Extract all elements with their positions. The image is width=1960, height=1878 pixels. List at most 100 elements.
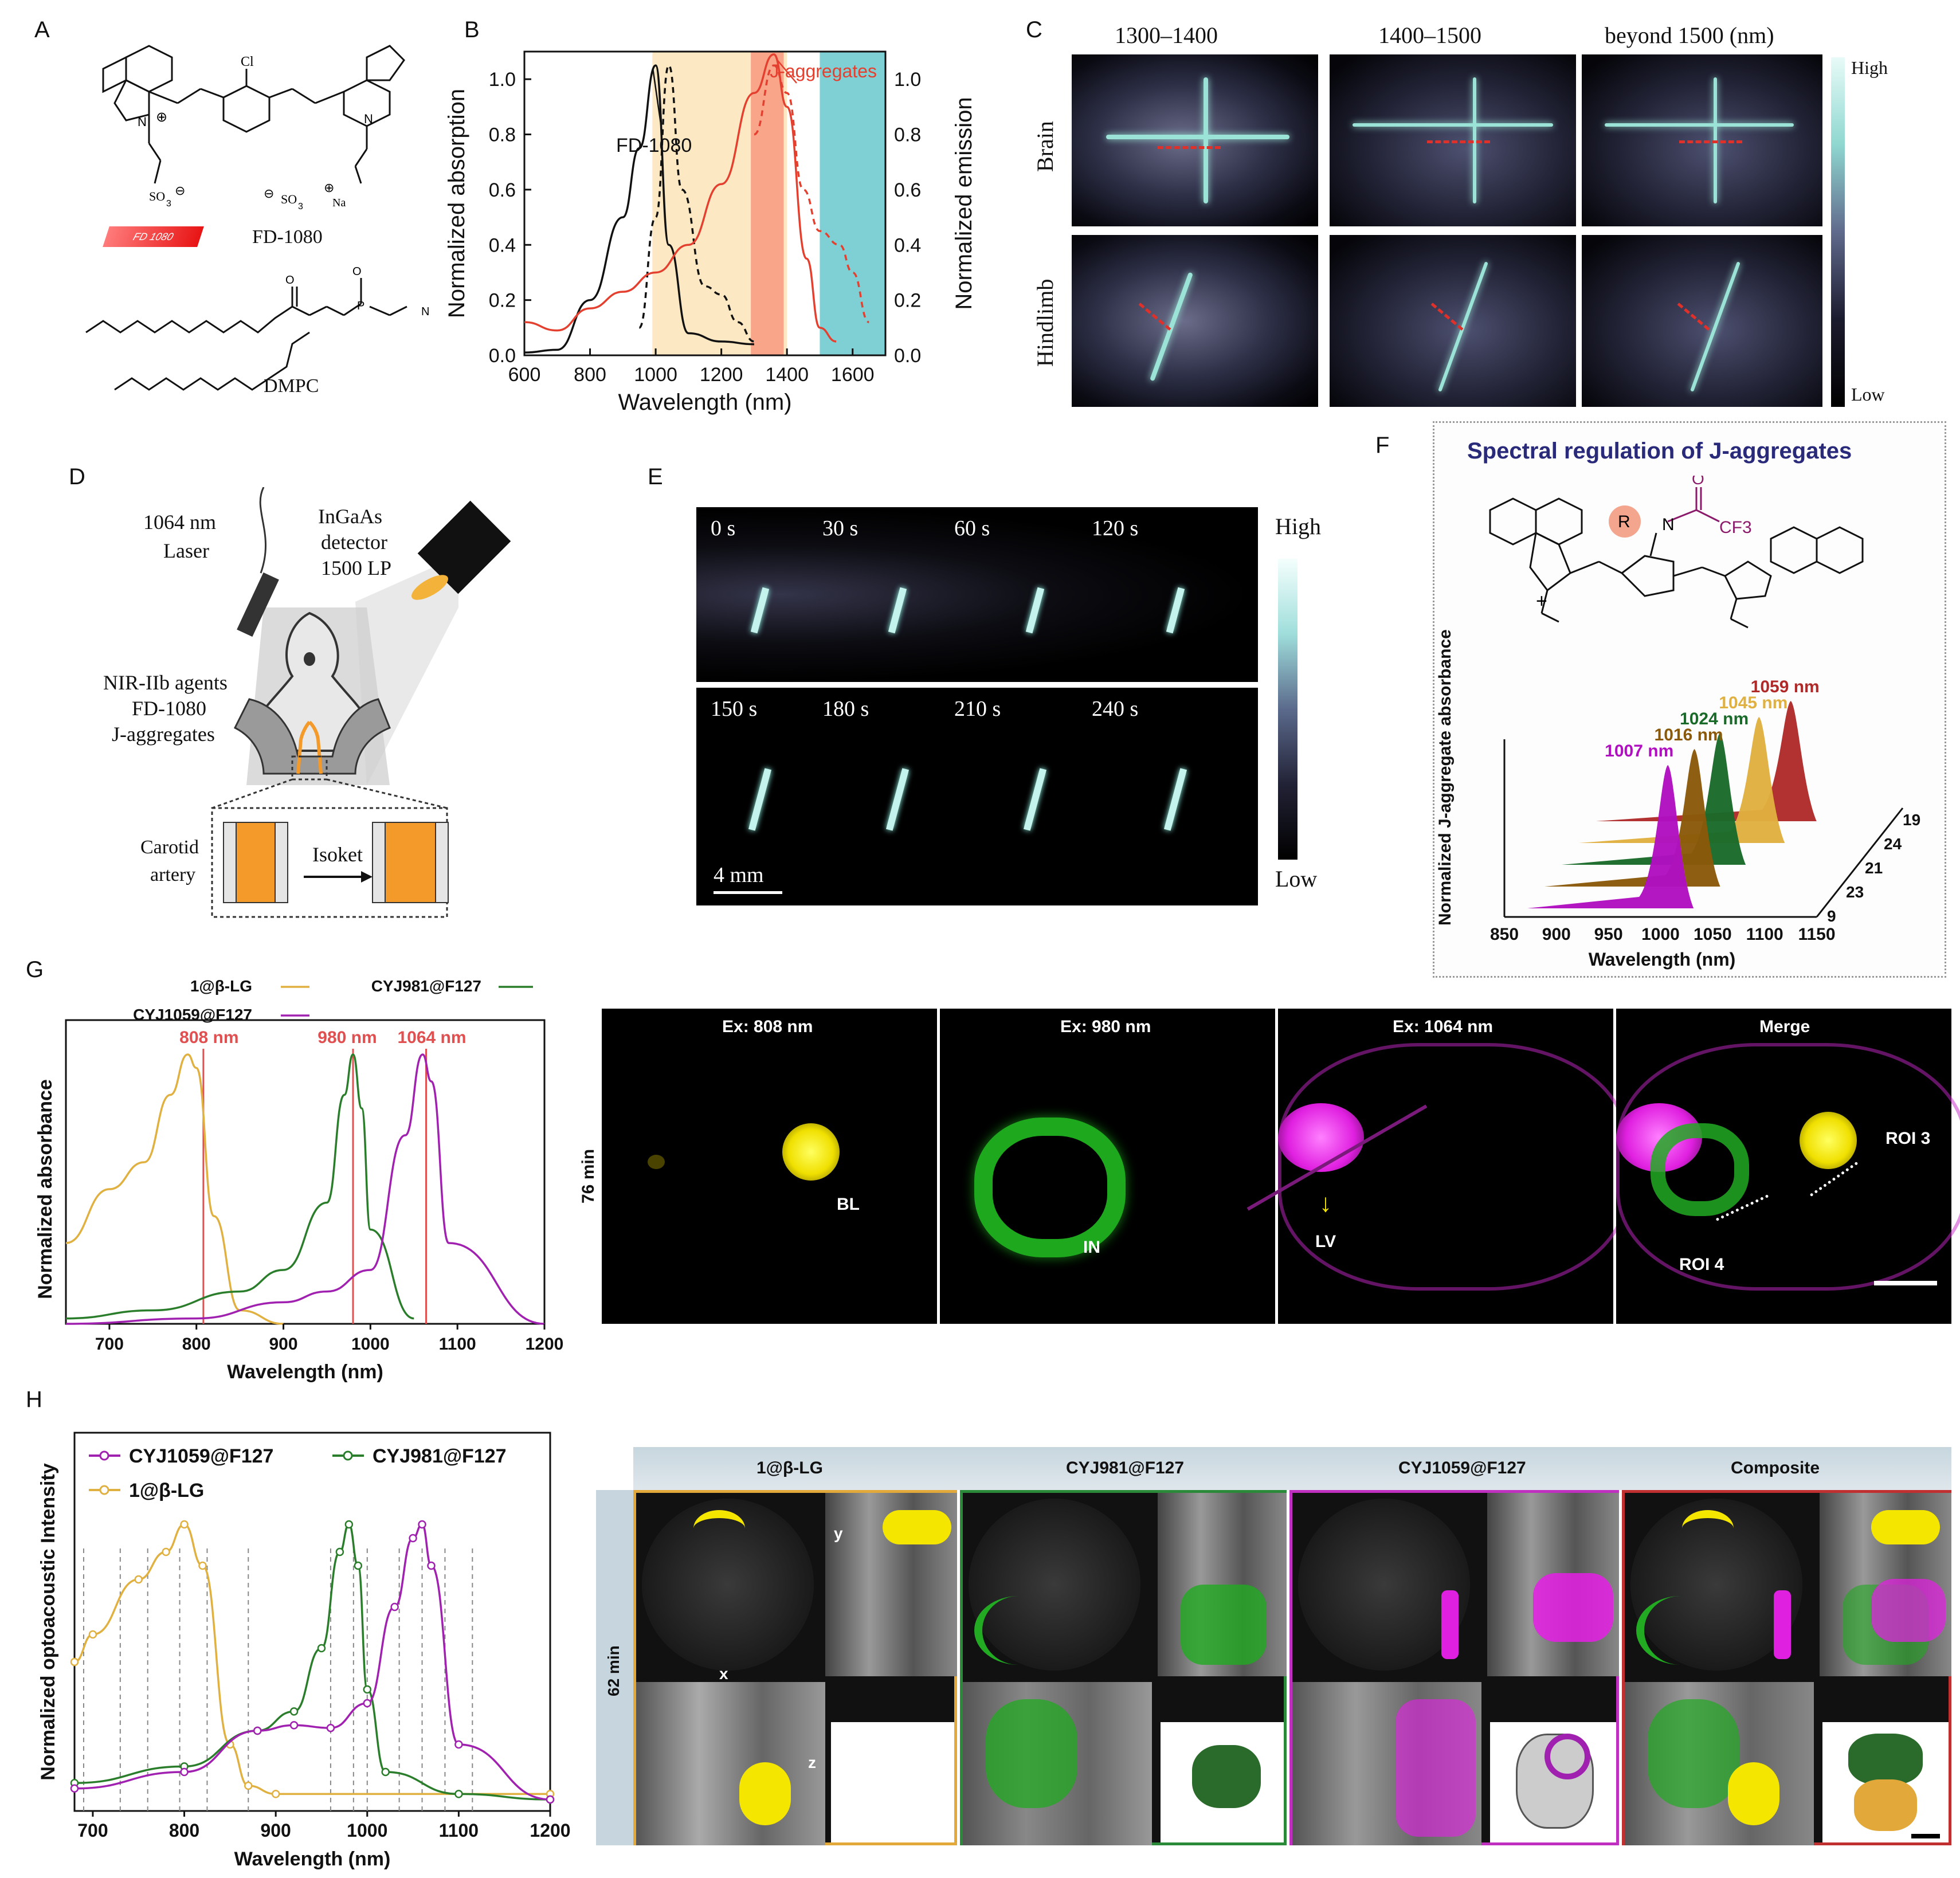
svg-text:3: 3 bbox=[298, 202, 303, 211]
h-xtick-3: 1000 bbox=[347, 1820, 387, 1841]
g-lv-arrow: ↓ bbox=[1319, 1189, 1332, 1217]
fd1080-name: FD-1080 bbox=[252, 226, 323, 248]
svg-text:O: O bbox=[352, 265, 362, 278]
h-point-2-6 bbox=[390, 1602, 399, 1612]
f-ztick-2: 21 bbox=[1865, 859, 1883, 877]
h-legend-dot-1 bbox=[343, 1450, 353, 1461]
b-ytick-2: 0.4 bbox=[489, 234, 516, 256]
f-peak-4 bbox=[1596, 701, 1817, 821]
f-ztick-0: 19 bbox=[1903, 811, 1920, 829]
chart-b: 600 800 1000 1200 1400 1600 0.0 0.2 0.4 0.6 0.8 1.0… bbox=[444, 50, 977, 415]
g-vline-label-2: 1064 nm bbox=[397, 1028, 466, 1047]
fd1080-tag: FD 1080 bbox=[103, 226, 204, 247]
h-xtick-2: 900 bbox=[260, 1820, 291, 1841]
svg-text:SO: SO bbox=[149, 189, 165, 203]
h-series-1 bbox=[74, 1523, 551, 1801]
h-axes-frame bbox=[73, 1432, 551, 1812]
svg-text:⊕: ⊕ bbox=[324, 181, 334, 195]
b-xtick-2: 1000 bbox=[634, 364, 677, 386]
b-band-j bbox=[751, 52, 784, 355]
fd1080-structure: Cl N N ⊕ SO3⊖ ⊖ SO3 ⊕Na bbox=[102, 45, 405, 211]
h-point-2-5 bbox=[363, 1699, 372, 1708]
g-label-in: IN bbox=[1083, 1238, 1100, 1257]
h-axis-x: x bbox=[719, 1665, 728, 1683]
svg-text:N: N bbox=[138, 115, 147, 129]
e-scale-bar-label: 4 mm bbox=[714, 863, 764, 887]
b-xtick-4: 1400 bbox=[765, 364, 809, 386]
b-ytick-r-0: 0.0 bbox=[894, 345, 921, 367]
h-point-2-7 bbox=[409, 1534, 417, 1543]
svg-text:⊕: ⊕ bbox=[156, 109, 167, 125]
svg-text:Na: Na bbox=[332, 197, 346, 209]
b-xtick-3: 1200 bbox=[700, 364, 743, 386]
f-ztick-1: 24 bbox=[1884, 835, 1902, 853]
svg-text:R: R bbox=[1618, 512, 1630, 531]
svg-text:⊖: ⊖ bbox=[264, 186, 274, 201]
b-xlabel: Wavelength (nm) bbox=[618, 390, 791, 415]
b-ytick-r-3: 0.6 bbox=[894, 179, 921, 201]
b-ytick-r-2: 0.4 bbox=[894, 234, 921, 256]
d-detector-2: detector bbox=[321, 531, 387, 554]
chart-g: 808 nm 980 nm 1064 nm 700 800 900 1000 1100 1200… bbox=[34, 977, 563, 1383]
g-image-1064 bbox=[1246, 1009, 1629, 1324]
e-image-bottom bbox=[696, 688, 1258, 905]
h-point-0-4 bbox=[180, 1520, 189, 1529]
b-series-1 bbox=[638, 64, 755, 343]
h-axis-z: z bbox=[883, 1682, 891, 1700]
svg-text:N: N bbox=[1662, 515, 1675, 534]
h-point-0-8 bbox=[271, 1790, 280, 1798]
h-title-2: CYJ981@F127 bbox=[1066, 1459, 1185, 1477]
b-label-j: J-aggregates bbox=[770, 61, 877, 81]
d-carotid-1: Carotid bbox=[140, 837, 199, 858]
f-xtick-3: 1000 bbox=[1641, 925, 1680, 944]
h-xtick-5: 1200 bbox=[530, 1820, 570, 1841]
c-hindlimb-2 bbox=[1330, 235, 1576, 407]
h-panel-composite bbox=[1622, 1490, 1951, 1845]
c-row-brain: Brain bbox=[1032, 121, 1058, 172]
f-xtick-1: 900 bbox=[1542, 925, 1571, 944]
g-series-0 bbox=[65, 1053, 284, 1325]
b-ytick-r-5: 1.0 bbox=[894, 69, 921, 91]
b-axes-frame bbox=[523, 50, 887, 356]
h-panel-blg bbox=[633, 1490, 957, 1845]
f-peak-label-0: 1007 nm bbox=[1605, 742, 1673, 760]
h-series-2 bbox=[74, 1523, 551, 1801]
f-peak-2 bbox=[1562, 733, 1746, 865]
e-colorbar-high: High bbox=[1275, 513, 1321, 539]
f-peak-0 bbox=[1527, 765, 1694, 908]
b-series-0 bbox=[524, 64, 754, 354]
h-point-2-4 bbox=[326, 1723, 335, 1732]
h-point-2-10 bbox=[454, 1740, 463, 1749]
chart-h: 700 800 900 1000 1100 1200 Wavelength (nm) Norm… bbox=[37, 1432, 571, 1870]
e-time-7: 240 s bbox=[1092, 697, 1139, 721]
b-ylabel-left: Normalized absorption bbox=[444, 89, 469, 318]
b-ytick-0: 0.0 bbox=[489, 345, 516, 367]
f-peak-label-2: 1024 nm bbox=[1680, 709, 1749, 728]
c-hindlimb-1 bbox=[1072, 235, 1318, 407]
g-xlabel: Wavelength (nm) bbox=[227, 1361, 383, 1383]
h-axis-y: y bbox=[834, 1524, 843, 1542]
f-peak-label-4: 1059 nm bbox=[1751, 677, 1820, 696]
panel-letter-c: C bbox=[1026, 17, 1042, 42]
panel-letter-h: H bbox=[26, 1387, 42, 1412]
d-agents-3: J-aggregates bbox=[112, 723, 215, 746]
g-time: 76 min bbox=[579, 1148, 598, 1203]
h-panel-cyj981 bbox=[960, 1490, 1287, 1845]
h-point-1-10 bbox=[454, 1790, 463, 1798]
panel-letter-e: E bbox=[648, 464, 663, 489]
f-ztick-4: 9 bbox=[1827, 907, 1836, 925]
d-detector-1: InGaAs bbox=[318, 505, 382, 528]
panel-letter-b: B bbox=[464, 17, 480, 42]
panel-letter-f: F bbox=[1375, 433, 1390, 458]
e-time-0: 0 s bbox=[711, 516, 736, 540]
h-side-bar bbox=[596, 1490, 633, 1845]
g-legend-1: CYJ981@F127 bbox=[371, 977, 481, 995]
b-ytick-3: 0.6 bbox=[489, 179, 516, 201]
b-series-2 bbox=[524, 53, 837, 343]
h-title-1: 1@β-LG bbox=[756, 1459, 823, 1477]
h-title-4: Composite bbox=[1731, 1459, 1820, 1477]
c-col-3: beyond 1500 (nm) bbox=[1605, 22, 1774, 48]
d-laser-2: Laser bbox=[163, 539, 209, 562]
h-point-0-1 bbox=[88, 1630, 97, 1639]
g-title-1064: Ex: 1064 nm bbox=[1393, 1017, 1493, 1036]
